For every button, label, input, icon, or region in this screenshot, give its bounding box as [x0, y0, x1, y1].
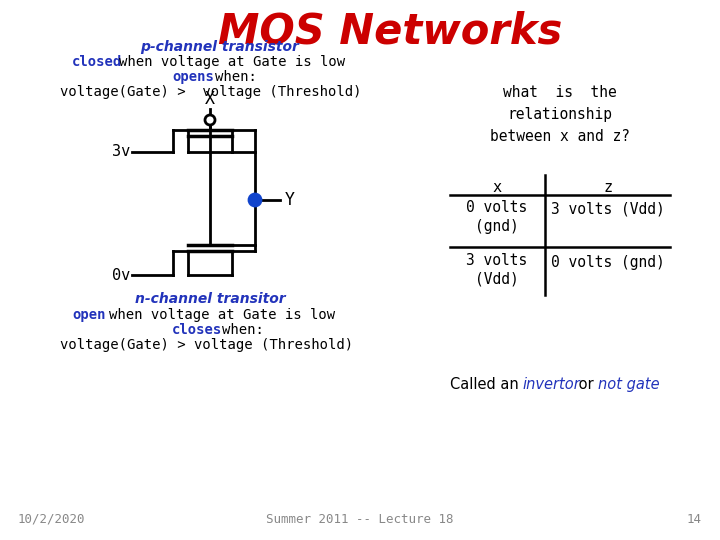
Text: voltage(Gate) >  voltage (Threshold): voltage(Gate) > voltage (Threshold): [60, 85, 361, 99]
Circle shape: [249, 194, 261, 206]
Text: not gate: not gate: [598, 377, 660, 392]
Text: voltage(Gate) > voltage (Threshold): voltage(Gate) > voltage (Threshold): [60, 338, 353, 352]
Text: closes: closes: [172, 323, 222, 337]
Text: x: x: [492, 180, 502, 195]
Text: 0 volts
(gnd): 0 volts (gnd): [467, 200, 528, 234]
Text: when:: when:: [215, 70, 257, 84]
Text: or: or: [574, 377, 598, 392]
Text: Summer 2011 -- Lecture 18: Summer 2011 -- Lecture 18: [266, 513, 454, 526]
Text: 0 volts (gnd): 0 volts (gnd): [551, 255, 665, 270]
Text: 10/2/2020: 10/2/2020: [18, 513, 86, 526]
Text: Y: Y: [285, 191, 295, 209]
Text: what  is  the
relationship
between x and z?: what is the relationship between x and z…: [490, 85, 630, 144]
Text: 3 volts (Vdd): 3 volts (Vdd): [551, 202, 665, 217]
Text: when:: when:: [222, 323, 264, 337]
Text: 14: 14: [687, 513, 702, 526]
Text: z: z: [603, 180, 613, 195]
Text: MOS Networks: MOS Networks: [218, 10, 562, 52]
Text: invertor: invertor: [522, 377, 580, 392]
Text: n-channel transitor: n-channel transitor: [135, 292, 285, 306]
Text: Called an: Called an: [450, 377, 523, 392]
Text: open: open: [72, 308, 106, 322]
Text: 0v: 0v: [112, 267, 130, 282]
Text: opens: opens: [172, 70, 214, 84]
Circle shape: [205, 115, 215, 125]
Text: p-channel transistor: p-channel transistor: [140, 40, 300, 54]
Text: X: X: [205, 90, 215, 108]
Text: 3 volts
(Vdd): 3 volts (Vdd): [467, 253, 528, 287]
Text: closed: closed: [72, 55, 122, 69]
Text: when voltage at Gate is low: when voltage at Gate is low: [119, 55, 345, 69]
Text: 3v: 3v: [112, 145, 130, 159]
Text: when voltage at Gate is low: when voltage at Gate is low: [109, 308, 335, 322]
